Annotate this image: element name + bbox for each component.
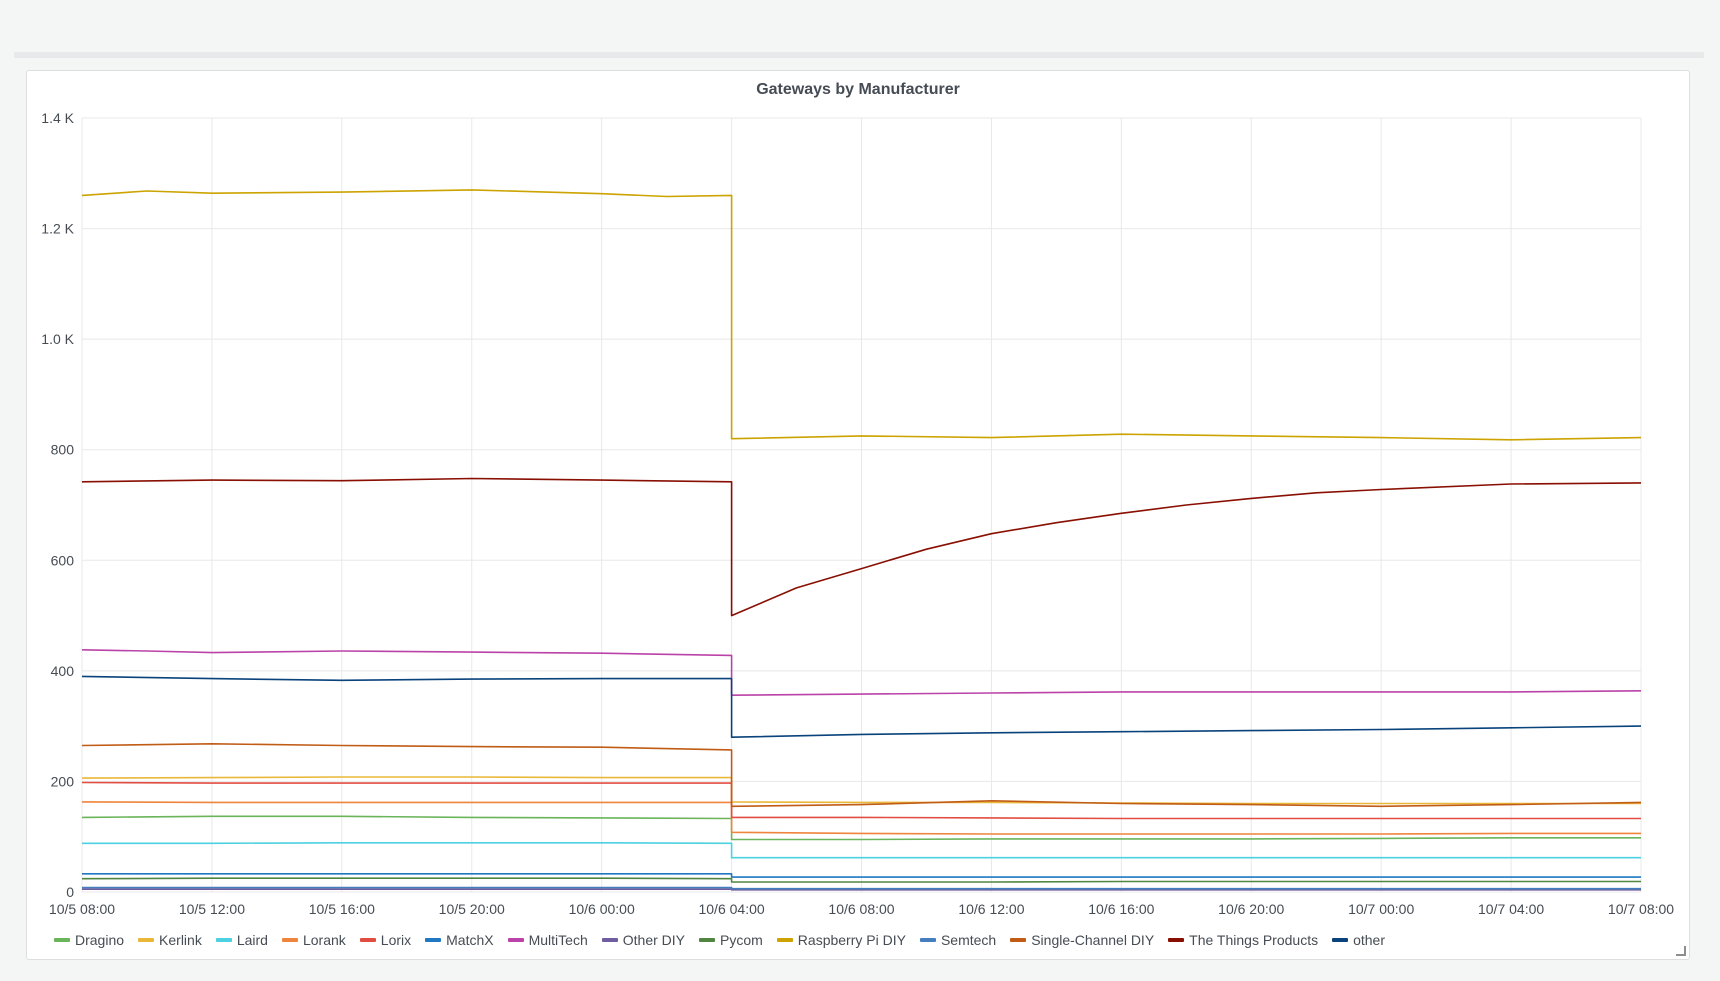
legend-swatch-icon [601, 938, 618, 942]
legend-label: MatchX [446, 932, 494, 948]
legend-label: Lorank [302, 932, 346, 948]
legend-swatch-icon [776, 938, 793, 942]
x-tick-label: 10/7 00:00 [1348, 901, 1414, 917]
legend-item-other[interactable]: other [1332, 932, 1385, 948]
panel-title[interactable]: Gateways by Manufacturer [756, 81, 960, 98]
legend-label: The Things Products [1189, 932, 1319, 948]
series-line-pycom[interactable] [81, 877, 1641, 883]
legend-item-dragino[interactable]: Dragino [54, 932, 124, 948]
x-axis: 10/5 08:00 10/5 12:00 10/5 16:00 10/5 20:00… [49, 901, 1674, 917]
legend-swatch-icon [215, 938, 232, 942]
y-tick-label: 400 [51, 663, 75, 679]
legend-swatch-icon [507, 938, 524, 942]
legend-label: Kerlink [159, 932, 202, 948]
legend-label: Other DIY [622, 932, 685, 948]
x-tick-label: 10/5 08:00 [49, 901, 115, 917]
chart-grid [81, 117, 1642, 893]
legend-label: Dragino [75, 932, 125, 948]
x-tick-label: 10/7 04:00 [1478, 901, 1544, 917]
y-tick-label: 200 [51, 773, 75, 789]
series-line-semtech[interactable] [82, 886, 1641, 890]
legend-label: Lorix [380, 932, 412, 948]
legend-label: other [1353, 932, 1386, 948]
legend-swatch-icon [919, 938, 936, 942]
legend-label: Laird [236, 932, 268, 948]
y-axis: 0 200 400 600 800 1.0 K 1.2 K 1.4 K [41, 110, 74, 900]
x-tick-label: 10/5 20:00 [439, 901, 505, 917]
legend-item-lorix[interactable]: Lorix [359, 932, 412, 948]
y-tick-label: 600 [51, 552, 75, 568]
x-tick-label: 10/6 08:00 [828, 901, 894, 917]
x-tick-label: 10/6 20:00 [1218, 901, 1284, 917]
x-tick-label: 10/6 04:00 [698, 901, 764, 917]
x-tick-label: 10/5 16:00 [309, 901, 375, 917]
legend-item-matchx[interactable]: MatchX [425, 932, 494, 948]
x-tick-label: 10/7 08:00 [1608, 901, 1674, 917]
legend-label: MultiTech [528, 932, 588, 948]
series-line-other[interactable] [81, 675, 1642, 739]
chart-legend: Dragino Kerlink Laird Lorank Lorix MatchX Mult… [54, 930, 1399, 950]
y-tick-label: 1.2 K [41, 221, 74, 237]
legend-item-pycom[interactable]: Pycom [699, 932, 763, 948]
series-line-single-channel-diy[interactable] [81, 742, 1642, 808]
resize-handle-icon[interactable] [1676, 946, 1686, 956]
legend-item-multitech[interactable]: MultiTech [507, 932, 588, 948]
series-line-raspberry-pi-diy[interactable] [81, 189, 1642, 441]
graph-panel[interactable]: Gateways by Manufacturer [26, 70, 1690, 960]
legend-label: Raspberry Pi DIY [797, 932, 906, 948]
legend-item-raspberry-pi-diy[interactable]: Raspberry Pi DIY [776, 932, 906, 948]
x-tick-label: 10/6 16:00 [1088, 901, 1154, 917]
series-line-kerlink[interactable] [81, 776, 1641, 805]
x-tick-label: 10/5 12:00 [179, 901, 245, 917]
series-line-matchx[interactable] [82, 872, 1641, 878]
series-line-lorank[interactable] [81, 801, 1641, 835]
legend-swatch-icon [359, 938, 376, 942]
series-line-laird[interactable] [82, 841, 1641, 859]
legend-item-lorank[interactable]: Lorank [281, 932, 346, 948]
legend-item-kerlink[interactable]: Kerlink [138, 932, 202, 948]
chart-series [81, 189, 1642, 891]
y-tick-label: 1.0 K [41, 331, 74, 347]
legend-item-single-channel-diy[interactable]: Single-Channel DIY [1010, 932, 1154, 948]
y-tick-label: 0 [66, 884, 74, 900]
legend-swatch-icon [425, 938, 442, 942]
series-line-lorix[interactable] [81, 781, 1641, 820]
legend-swatch-icon [138, 938, 155, 942]
legend-label: Semtech [940, 932, 997, 948]
legend-swatch-icon [1010, 938, 1027, 942]
legend-item-other-diy[interactable]: Other DIY [601, 932, 685, 948]
legend-swatch-icon [699, 938, 715, 942]
x-tick-label: 10/6 00:00 [569, 901, 635, 917]
legend-item-laird[interactable]: Laird [215, 932, 268, 948]
legend-swatch-icon [54, 938, 70, 942]
y-tick-label: 800 [51, 442, 75, 458]
legend-label: Single-Channel DIY [1031, 932, 1155, 948]
legend-item-semtech[interactable]: Semtech [919, 932, 997, 948]
legend-swatch-icon [1168, 938, 1185, 942]
y-tick-label: 1.4 K [41, 110, 74, 126]
dashboard-row-header [14, 52, 1704, 58]
x-tick-label: 10/6 12:00 [958, 901, 1024, 917]
series-line-dragino[interactable] [81, 815, 1641, 841]
legend-swatch-icon [281, 938, 298, 942]
legend-swatch-icon [1332, 938, 1349, 942]
series-line-the-things-products[interactable] [81, 477, 1642, 617]
legend-label: Pycom [720, 932, 763, 948]
legend-item-the-things-products[interactable]: The Things Products [1168, 932, 1318, 948]
